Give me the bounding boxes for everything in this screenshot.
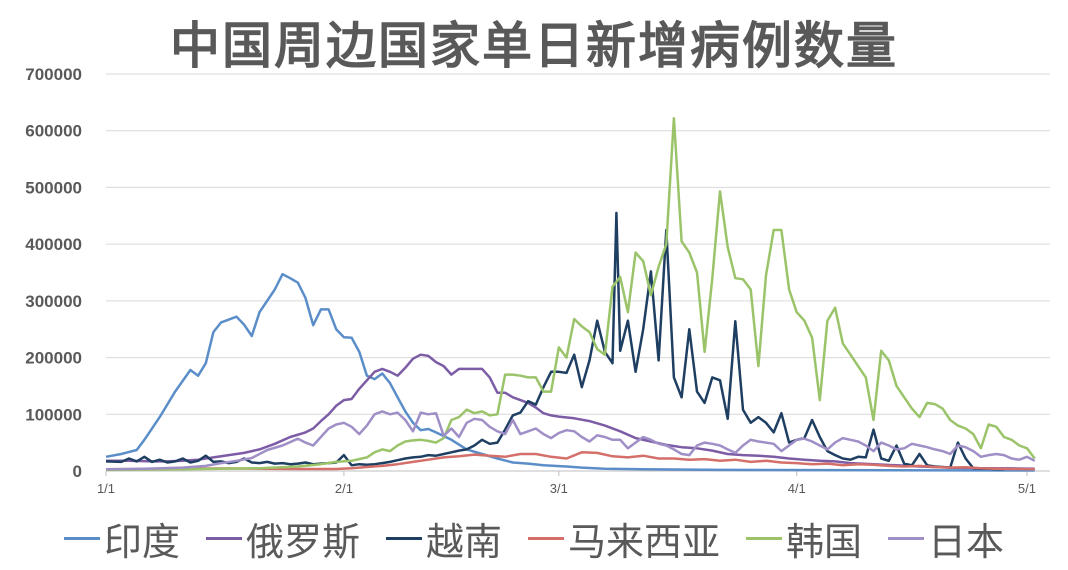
x-tick-label: 3/1	[550, 481, 568, 496]
legend: 印度 俄罗斯 越南 马来西亚 韩国 日本	[0, 508, 1068, 568]
x-tick-label: 4/1	[788, 481, 806, 496]
y-tick-label: 500000	[25, 178, 82, 197]
legend-label: 韩国	[786, 519, 863, 564]
series-line-3	[105, 451, 1035, 471]
legend-label: 越南	[425, 519, 502, 564]
series-lines	[105, 116, 1036, 472]
legend-label: 印度	[103, 519, 180, 564]
x-axis: 1/1 2/1 3/1 4/1 5/1	[97, 470, 1050, 496]
series-line-0	[105, 272, 1035, 472]
x-tick-label: 2/1	[335, 481, 353, 496]
legend-swatch	[385, 536, 422, 540]
legend-swatch	[63, 536, 100, 540]
y-tick-label: 100000	[25, 405, 82, 424]
legend-label: 马来西亚	[568, 519, 721, 564]
chart-title: 中国周边国家单日新增病例数量	[170, 16, 898, 75]
series-line-5	[105, 410, 1036, 471]
y-tick-label: 400000	[25, 235, 82, 254]
legend-item: 韩国	[746, 511, 862, 566]
legend-item: 越南	[385, 511, 502, 566]
legend-swatch	[528, 536, 564, 540]
line-chart: 0 100000 200000 300000 400000 500000 600000 700…	[25, 65, 1050, 496]
legend-item: 日本	[888, 511, 1004, 566]
y-tick-label: 200000	[25, 349, 82, 368]
legend-item: 印度	[63, 511, 180, 566]
legend-item: 马来西亚	[528, 511, 720, 566]
y-tick-label: 300000	[25, 292, 82, 311]
legend-label: 俄罗斯	[245, 519, 360, 564]
legend-swatch	[746, 536, 783, 540]
y-tick-label: 600000	[25, 122, 82, 141]
gridlines	[106, 73, 1050, 472]
x-tick-label: 5/1	[1018, 481, 1036, 496]
series-line-2	[105, 211, 1004, 471]
legend-swatch	[888, 536, 925, 540]
legend-swatch	[205, 536, 242, 540]
y-axis-ticks: 0 100000 200000 300000 400000 500000 600000 700…	[25, 65, 82, 481]
y-tick-label: 700000	[25, 65, 82, 84]
series-line-1	[106, 353, 1035, 470]
series-line-4	[105, 116, 1036, 472]
legend-label: 日本	[928, 519, 1005, 564]
y-tick-label: 0	[73, 462, 82, 481]
legend-item: 俄罗斯	[205, 511, 360, 566]
x-tick-label: 1/1	[97, 481, 115, 496]
